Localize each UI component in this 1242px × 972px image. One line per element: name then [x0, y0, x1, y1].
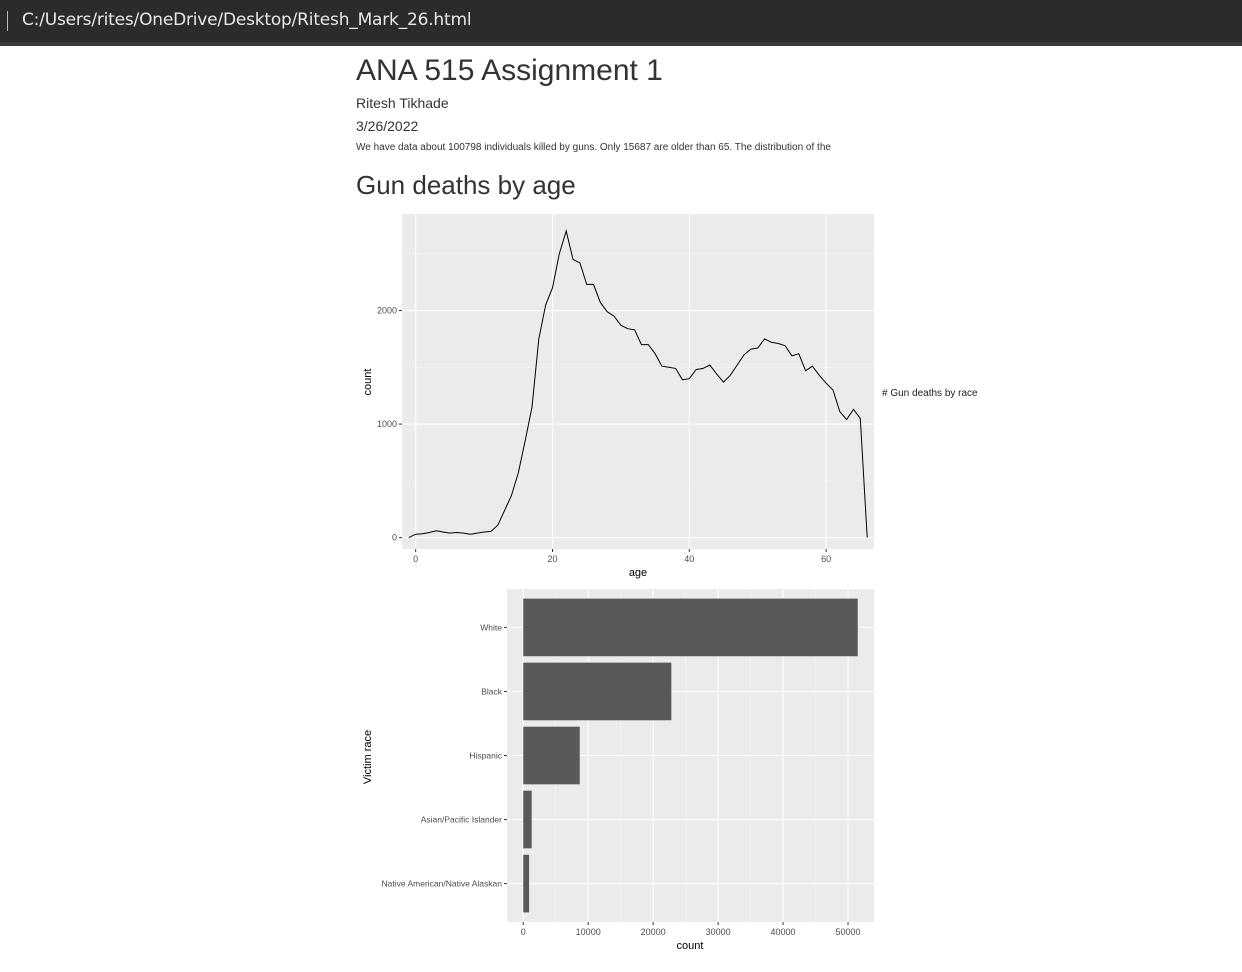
- race-x-axis: 0 10000 20000 30000 40000 50000: [521, 922, 861, 937]
- age-y-tick-label: 0: [392, 533, 397, 543]
- race-x-tick-label: 40000: [771, 927, 796, 937]
- race-bar: [523, 598, 858, 657]
- race-x-tick-label: 10000: [576, 927, 601, 937]
- race-category-label: White: [480, 622, 502, 632]
- race-bar: [523, 662, 672, 721]
- address-caret: [7, 11, 8, 31]
- race-bar: [523, 726, 580, 785]
- page-title: ANA 515 Assignment 1: [356, 54, 663, 87]
- age-chart-panel: [402, 214, 874, 549]
- age-x-tick-label: 60: [821, 554, 831, 564]
- race-x-tick-label: 30000: [706, 927, 731, 937]
- age-x-tick-label: 20: [547, 554, 557, 564]
- section-heading: Gun deaths by age: [356, 170, 576, 200]
- race-x-tick-label: 50000: [836, 927, 861, 937]
- race-x-axis-title: count: [677, 940, 704, 952]
- age-x-tick-label: 0: [413, 554, 418, 564]
- race-y-axis: White Black Hispanic Asian/Pacific Islander…: [382, 622, 507, 889]
- age-x-axis-title: age: [629, 567, 647, 579]
- document-date: 3/26/2022: [356, 118, 419, 134]
- age-line-chart: 0 20 40 60 0 1000 2000 age count: [362, 214, 874, 579]
- age-y-tick-label: 1000: [377, 419, 397, 429]
- age-y-tick-label: 2000: [377, 306, 397, 316]
- age-y-axis: 0 1000 2000: [377, 306, 402, 543]
- author-name: Ritesh Tikhade: [356, 95, 449, 111]
- race-bar: [523, 854, 530, 913]
- race-category-label: Asian/Pacific Islander: [421, 815, 502, 825]
- intro-paragraph: We have data about 100798 individuals ki…: [356, 142, 831, 153]
- race-category-label: Native American/Native Alaskan: [382, 879, 503, 889]
- file-path-text[interactable]: C:/Users/rites/OneDrive/Desktop/Ritesh_M…: [22, 10, 472, 30]
- browser-address-bar[interactable]: C:/Users/rites/OneDrive/Desktop/Ritesh_M…: [0, 0, 1242, 46]
- age-y-axis-title: count: [362, 369, 374, 396]
- race-x-tick-label: 0: [521, 927, 526, 937]
- race-x-tick-label: 20000: [641, 927, 666, 937]
- age-x-axis: 0 20 40 60: [413, 549, 831, 564]
- race-y-axis-title: Victim race: [362, 730, 374, 784]
- age-chart-grid: [402, 214, 874, 549]
- race-section-inline-text: # Gun deaths by race: [882, 388, 978, 399]
- race-bar-chart: 0 10000 20000 30000 40000 50000 White Black His…: [362, 589, 874, 952]
- age-series-line: [408, 229, 868, 539]
- race-category-label: Hispanic: [469, 751, 502, 761]
- address-bar-border: [0, 42, 1242, 46]
- age-x-tick-label: 40: [684, 554, 694, 564]
- race-bar: [523, 790, 532, 849]
- race-category-label: Black: [481, 686, 503, 696]
- race-bars: [523, 598, 858, 913]
